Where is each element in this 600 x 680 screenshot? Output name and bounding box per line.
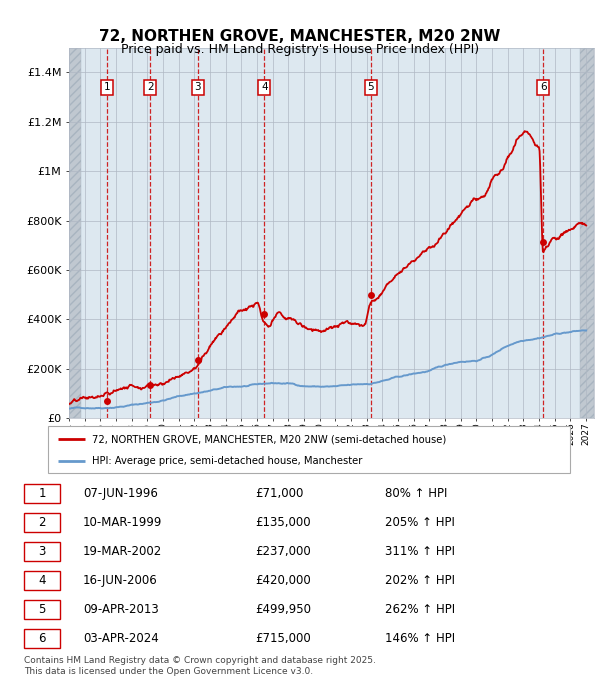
- Text: 09-APR-2013: 09-APR-2013: [83, 603, 158, 616]
- Text: £715,000: £715,000: [255, 632, 311, 645]
- Text: 6: 6: [540, 82, 547, 92]
- Text: 19-MAR-2002: 19-MAR-2002: [83, 545, 162, 558]
- Text: £420,000: £420,000: [255, 574, 311, 587]
- Text: 5: 5: [38, 603, 46, 616]
- FancyBboxPatch shape: [23, 629, 60, 648]
- Text: 2: 2: [147, 82, 154, 92]
- FancyBboxPatch shape: [23, 484, 60, 503]
- Text: 3: 3: [38, 545, 46, 558]
- Text: 3: 3: [194, 82, 201, 92]
- Text: 16-JUN-2006: 16-JUN-2006: [83, 574, 158, 587]
- Text: 4: 4: [38, 574, 46, 587]
- Text: 262% ↑ HPI: 262% ↑ HPI: [385, 603, 455, 616]
- Text: HPI: Average price, semi-detached house, Manchester: HPI: Average price, semi-detached house,…: [92, 456, 363, 466]
- Text: 10-MAR-1999: 10-MAR-1999: [83, 516, 162, 529]
- Text: 07-JUN-1996: 07-JUN-1996: [83, 488, 158, 500]
- Text: 146% ↑ HPI: 146% ↑ HPI: [385, 632, 455, 645]
- Text: 2: 2: [38, 516, 46, 529]
- FancyBboxPatch shape: [23, 600, 60, 619]
- Text: £499,950: £499,950: [255, 603, 311, 616]
- FancyBboxPatch shape: [48, 426, 570, 473]
- Text: 72, NORTHEN GROVE, MANCHESTER, M20 2NW: 72, NORTHEN GROVE, MANCHESTER, M20 2NW: [100, 29, 500, 44]
- Text: 03-APR-2024: 03-APR-2024: [83, 632, 158, 645]
- FancyBboxPatch shape: [23, 542, 60, 561]
- Text: 5: 5: [368, 82, 374, 92]
- Text: 205% ↑ HPI: 205% ↑ HPI: [385, 516, 454, 529]
- Text: £135,000: £135,000: [255, 516, 311, 529]
- Text: 202% ↑ HPI: 202% ↑ HPI: [385, 574, 455, 587]
- Text: £237,000: £237,000: [255, 545, 311, 558]
- Text: £71,000: £71,000: [255, 488, 303, 500]
- Text: Contains HM Land Registry data © Crown copyright and database right 2025.
This d: Contains HM Land Registry data © Crown c…: [24, 656, 376, 676]
- Text: 311% ↑ HPI: 311% ↑ HPI: [385, 545, 455, 558]
- Text: 1: 1: [104, 82, 110, 92]
- FancyBboxPatch shape: [23, 571, 60, 590]
- Text: 4: 4: [261, 82, 268, 92]
- Bar: [580, 48, 594, 418]
- Text: 72, NORTHEN GROVE, MANCHESTER, M20 2NW (semi-detached house): 72, NORTHEN GROVE, MANCHESTER, M20 2NW (…: [92, 435, 446, 444]
- Text: 6: 6: [38, 632, 46, 645]
- FancyBboxPatch shape: [23, 513, 60, 532]
- Text: 1: 1: [38, 488, 46, 500]
- Text: Price paid vs. HM Land Registry's House Price Index (HPI): Price paid vs. HM Land Registry's House …: [121, 43, 479, 56]
- Text: 80% ↑ HPI: 80% ↑ HPI: [385, 488, 447, 500]
- Bar: [69, 48, 81, 418]
